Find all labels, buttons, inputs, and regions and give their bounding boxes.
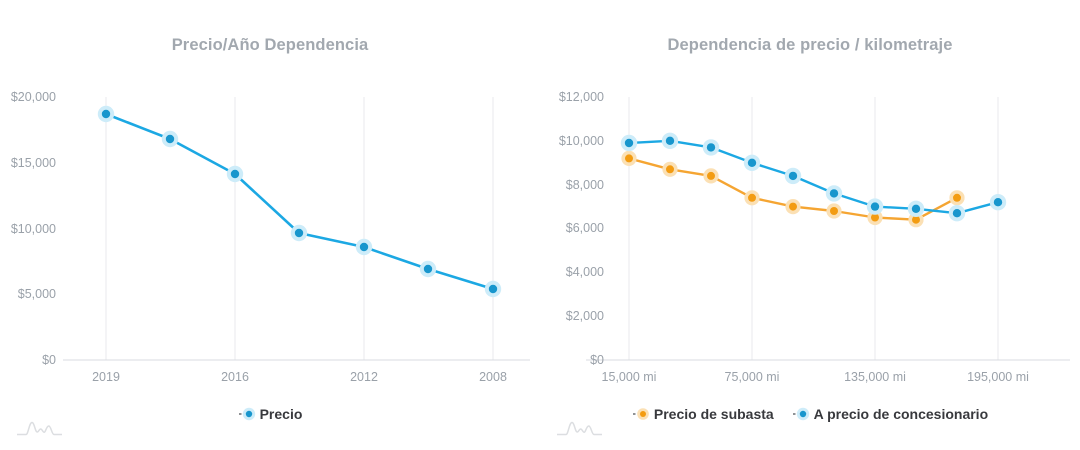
svg-text:$0: $0 — [590, 353, 604, 367]
svg-text:75,000 mi: 75,000 mi — [725, 370, 780, 384]
svg-text:2019: 2019 — [92, 370, 120, 384]
svg-text:$15,000: $15,000 — [11, 156, 56, 170]
svg-text:$8,000: $8,000 — [566, 178, 604, 192]
svg-text:$5,000: $5,000 — [18, 287, 56, 301]
svg-text:135,000 mi: 135,000 mi — [844, 370, 906, 384]
svg-text:195,000 mi: 195,000 mi — [967, 370, 1029, 384]
svg-text:$12,000: $12,000 — [559, 90, 604, 104]
svg-text:$4,000: $4,000 — [566, 265, 604, 279]
svg-text:2016: 2016 — [221, 370, 249, 384]
svg-text:$0: $0 — [42, 353, 56, 367]
svg-text:$6,000: $6,000 — [566, 221, 604, 235]
svg-text:2008: 2008 — [479, 370, 507, 384]
svg-text:$2,000: $2,000 — [566, 309, 604, 323]
svg-text:2012: 2012 — [350, 370, 378, 384]
svg-text:$10,000: $10,000 — [559, 134, 604, 148]
svg-text:$10,000: $10,000 — [11, 222, 56, 236]
svg-text:$20,000: $20,000 — [11, 90, 56, 104]
svg-text:15,000 mi: 15,000 mi — [602, 370, 657, 384]
